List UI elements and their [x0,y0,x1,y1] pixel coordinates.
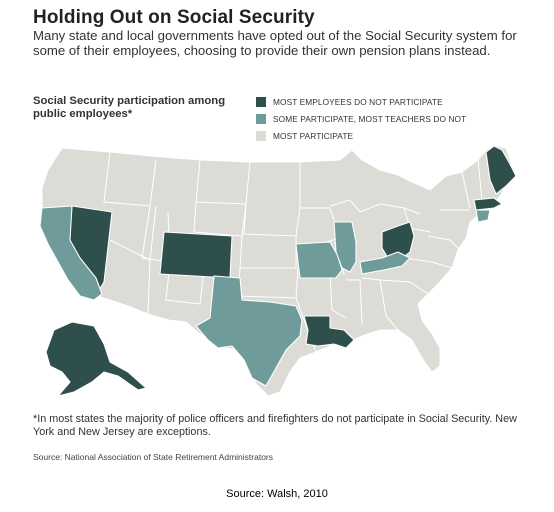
state-colorado [159,231,233,279]
legend-item-some: SOME PARTICIPATE, MOST TEACHERS DO NOT [256,111,466,126]
legend-item-most-do-not: MOST EMPLOYEES DO NOT PARTICIPATE [256,94,466,109]
legend-swatch-light [256,130,266,141]
state-massachusetts [473,197,503,211]
legend-label: MOST PARTICIPATE [273,130,354,141]
state-ohio [381,221,415,261]
state-illinois [333,221,357,273]
state-maine [485,145,517,195]
footnote: *In most states the majority of police o… [33,413,517,438]
data-source: Source: National Association of State Re… [33,452,274,462]
state-california [39,205,103,301]
legend-swatch-medium [256,113,266,124]
state-texas [195,275,303,387]
state-missouri [295,241,343,279]
image-caption: Source: Walsh, 2010 [226,488,328,500]
legend-label: MOST EMPLOYEES DO NOT PARTICIPATE [273,96,443,107]
state-louisiana [303,315,355,349]
state-alaska [45,321,147,397]
legend-swatch-dark [256,96,266,107]
map-title: Holding Out on Social Security [33,7,315,28]
state-connecticut [475,209,491,223]
map-subtitle: Many state and local governments have op… [33,28,517,58]
legend-heading: Social Security participation among publ… [33,95,226,120]
state-kentucky [359,251,411,275]
legend-item-most-participate: MOST PARTICIPATE [256,128,466,143]
legend-label: SOME PARTICIPATE, MOST TEACHERS DO NOT [273,113,467,124]
legend: MOST EMPLOYEES DO NOT PARTICIPATE SOME P… [256,94,466,145]
us-lower48-outline [41,144,513,397]
